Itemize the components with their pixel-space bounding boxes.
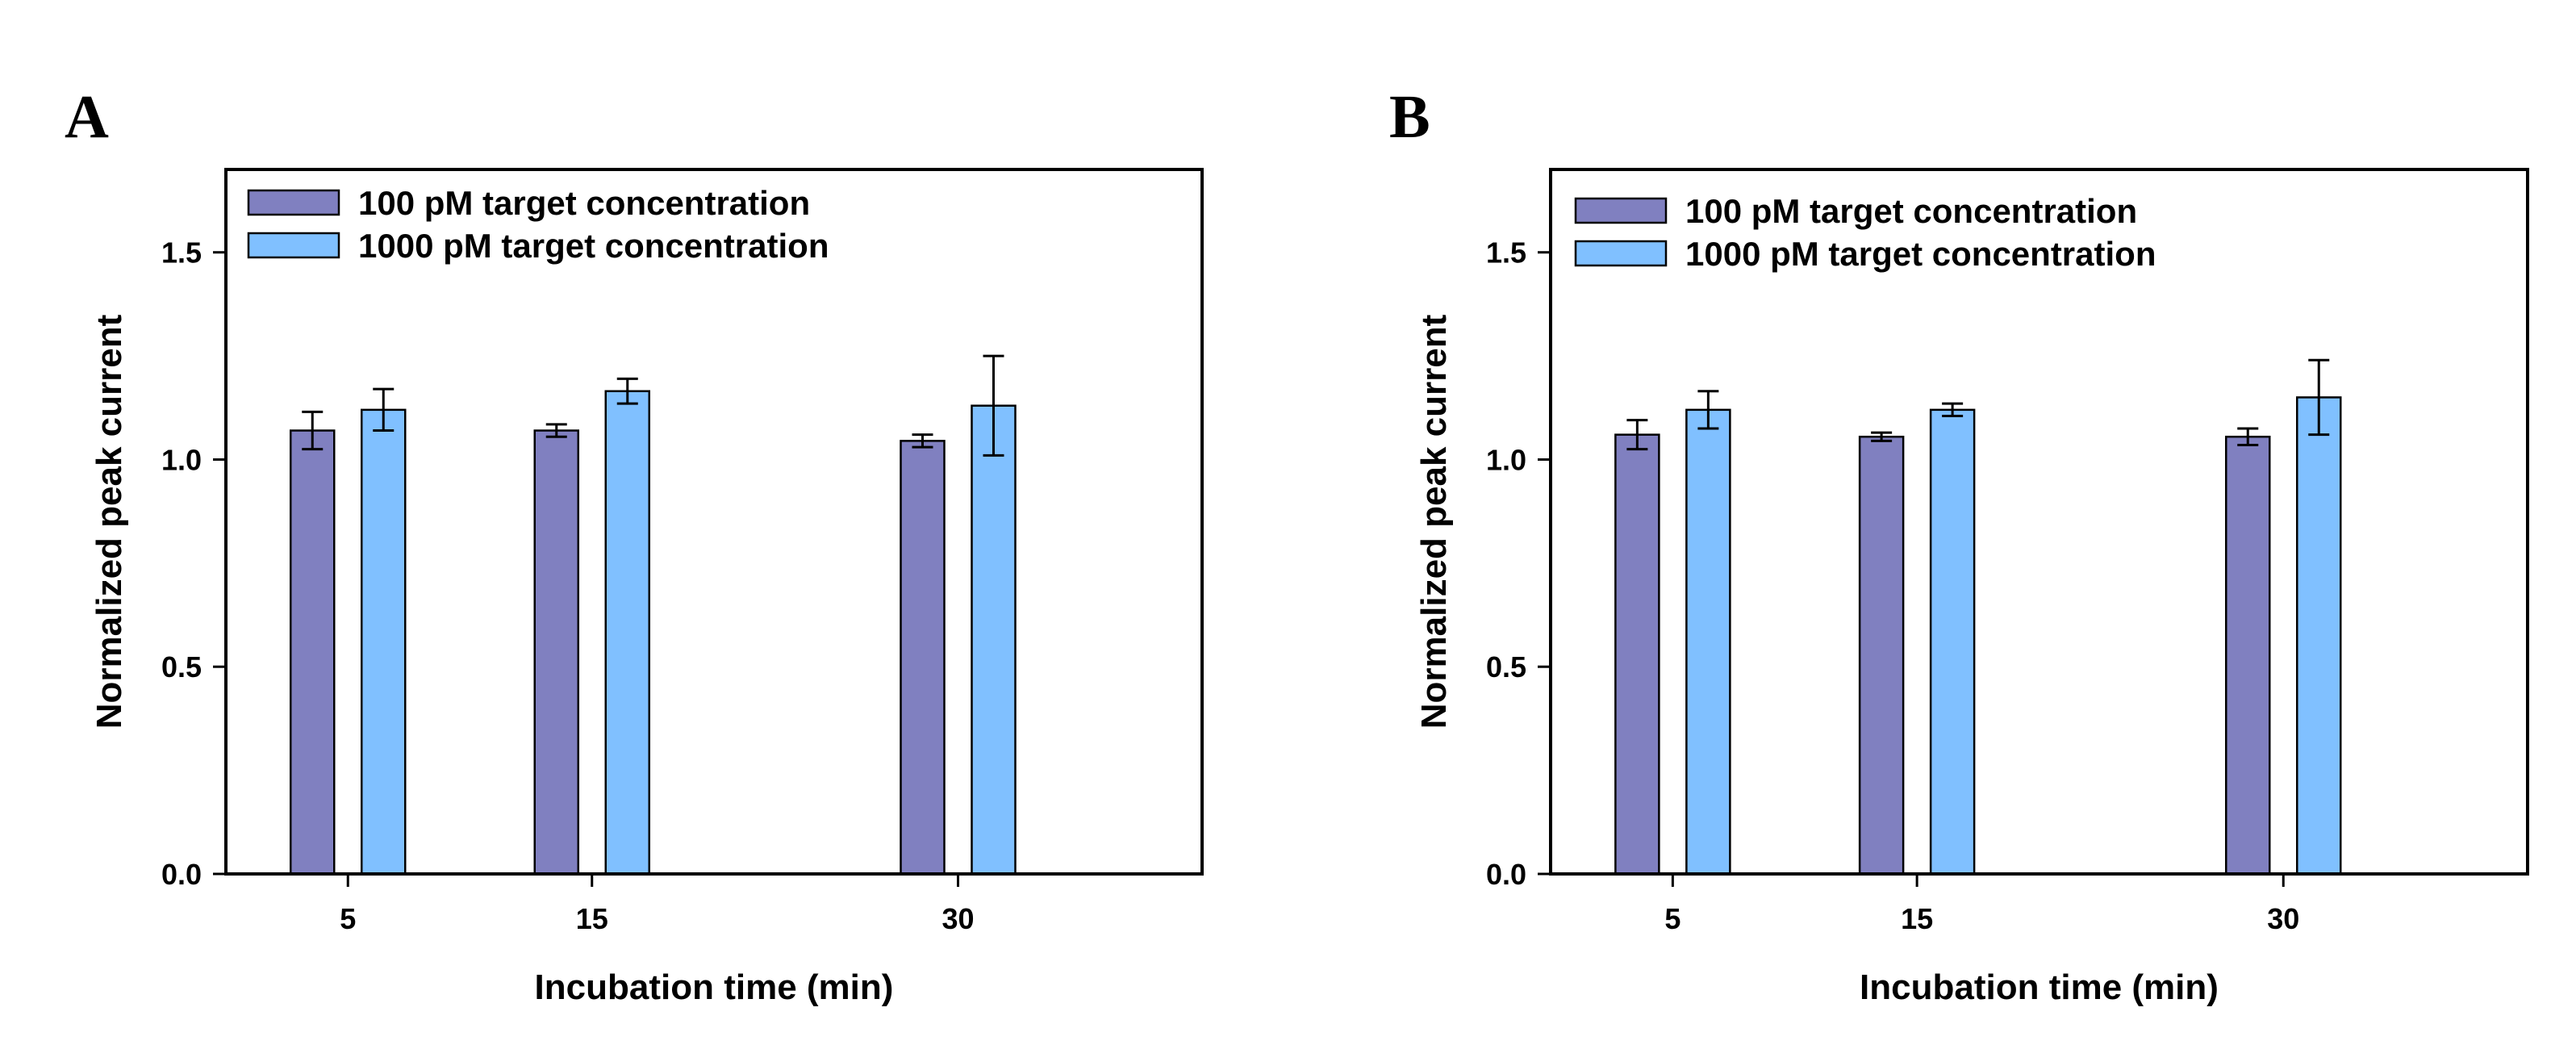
legend-swatch (247, 189, 340, 216)
plot-frame (1549, 168, 2529, 876)
y-tick-label: 1.5 (161, 236, 202, 270)
y-tick-label: 1.0 (1486, 443, 1526, 476)
legend-label: 1000 pM target concentration (1685, 235, 2156, 273)
bar (2225, 435, 2271, 876)
bar (361, 408, 407, 876)
bar (971, 404, 1017, 876)
legend-swatch (1574, 197, 1668, 224)
panel-b: B 0.0 0.5 1.0 1.5 5 15 30 Incubation time (min) N… (1389, 83, 2529, 1007)
x-axis-label: Incubation time (min) (1860, 968, 2219, 1007)
legend-label: 100 pM target concentration (1685, 192, 2137, 230)
bar (1614, 433, 1660, 876)
y-tick-label: 0.0 (161, 858, 202, 891)
y-axis-label: Normalized peak current (1414, 314, 1454, 729)
legend-swatch (247, 232, 340, 259)
bar (1929, 408, 1976, 876)
bar (900, 440, 946, 876)
y-tick-label: 0.5 (161, 650, 202, 683)
x-tick-label: 5 (340, 902, 356, 935)
legend-swatch (1574, 240, 1668, 267)
y-tick-label: 0.0 (1486, 858, 1526, 891)
panel-label: B (1389, 83, 1430, 151)
bar (1858, 435, 1905, 876)
legend-label: 1000 pM target concentration (358, 227, 829, 265)
x-tick-label: 30 (2267, 902, 2299, 935)
x-tick-label: 5 (1664, 902, 1680, 935)
bar (1685, 408, 1731, 876)
y-tick-label: 0.5 (1486, 650, 1526, 683)
legend-label: 100 pM target concentration (358, 184, 810, 222)
bar (533, 429, 579, 876)
panel-label: A (65, 83, 109, 151)
y-axis-label: Normalized peak current (90, 314, 129, 729)
y-tick-label: 1.0 (161, 443, 202, 476)
x-tick-label: 15 (576, 902, 608, 935)
plot-frame (224, 168, 1204, 876)
x-axis-label: Incubation time (min) (535, 968, 894, 1007)
panel-a: A 0.0 0.5 1.0 1.5 5 15 30 Incubation time (min) N… (65, 83, 1204, 1007)
bar (2296, 396, 2342, 876)
y-tick-label: 1.5 (1486, 236, 1526, 270)
bar (604, 390, 650, 876)
x-tick-label: 15 (1901, 902, 1933, 935)
bar (290, 429, 336, 876)
x-tick-label: 30 (941, 902, 974, 935)
